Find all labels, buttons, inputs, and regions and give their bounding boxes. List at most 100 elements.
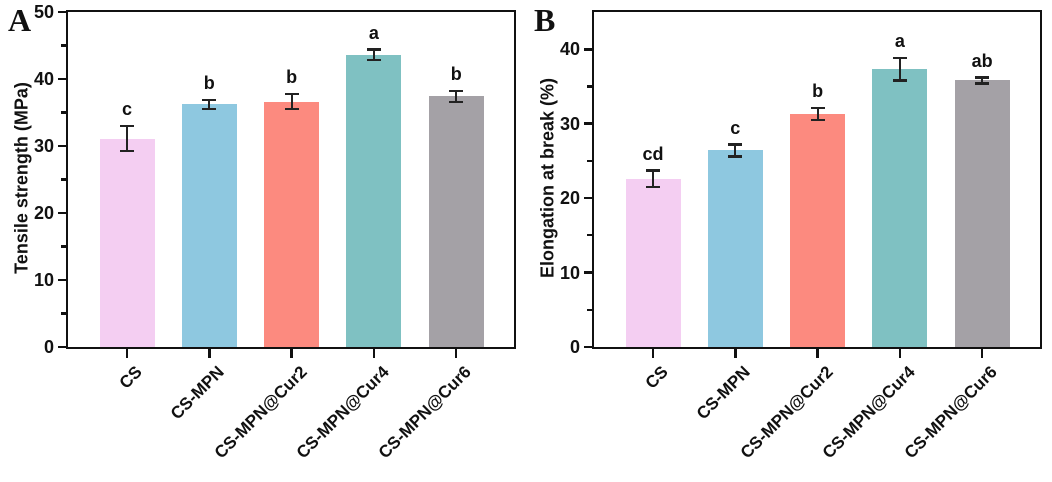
bar-CS-MPN@Cur4 bbox=[872, 69, 928, 347]
significance-letter: b bbox=[812, 81, 824, 102]
y-minor-tick bbox=[587, 308, 594, 311]
y-tick-label: 20 bbox=[33, 203, 54, 223]
x-tick bbox=[734, 347, 737, 358]
error-bar-cap-top bbox=[646, 169, 660, 172]
x-tick bbox=[290, 347, 293, 358]
y-axis-title-a: Tensile strength (MPa) bbox=[11, 82, 32, 274]
error-bar-line bbox=[125, 125, 129, 152]
error-bar-cap-bottom bbox=[975, 82, 990, 85]
error-bar-line bbox=[816, 108, 819, 120]
y-major-tick bbox=[584, 196, 594, 200]
error-bar-cap-top bbox=[810, 106, 825, 110]
bar-CS-MPN@Cur6 bbox=[428, 96, 484, 347]
plot-area-a: 0 10 20 30 40 50 c CS b CS-MPN b CS-MPN@Cur2 a CS-MPN… bbox=[34, 2, 516, 462]
error-bar-cap-bottom bbox=[449, 100, 464, 103]
x-tick bbox=[208, 347, 211, 358]
error-bar-cap-top bbox=[120, 124, 134, 127]
y-major-tick bbox=[584, 271, 594, 274]
error-bar-line bbox=[651, 170, 655, 187]
x-tick bbox=[898, 347, 902, 358]
y-minor-tick bbox=[61, 312, 68, 315]
x-category-label: CS-MPN bbox=[693, 362, 755, 424]
significance-letter: a bbox=[368, 22, 379, 43]
error-bar-cap-top bbox=[449, 89, 464, 93]
y-major-tick bbox=[58, 278, 68, 282]
bar-CS-MPN@Cur4 bbox=[346, 54, 402, 347]
y-axis-title-b: Elongation at break (%) bbox=[537, 77, 558, 279]
significance-letter: b bbox=[286, 67, 298, 88]
error-bar-line bbox=[372, 49, 375, 61]
panel-b: B Elongation at break (%) 0 10 20 30 40 cd CS c… bbox=[526, 0, 1052, 482]
bar-CS-MPN bbox=[707, 150, 763, 347]
bar-CS-MPN@Cur2 bbox=[790, 113, 846, 347]
x-tick bbox=[980, 347, 984, 358]
error-bar-cap-top bbox=[975, 76, 990, 79]
bar-CS-MPN bbox=[181, 104, 237, 347]
error-bar-cap-bottom bbox=[202, 108, 217, 111]
y-minor-tick bbox=[587, 85, 594, 88]
error-bar-cap-bottom bbox=[810, 118, 825, 122]
x-tick bbox=[454, 347, 458, 358]
error-bar-cap-bottom bbox=[120, 150, 134, 153]
y-minor-tick bbox=[587, 159, 594, 162]
y-tick-label: 30 bbox=[559, 113, 580, 134]
panel-label-a: A bbox=[8, 2, 32, 38]
error-bar-cap-top bbox=[202, 98, 217, 101]
y-tick-label: 40 bbox=[559, 39, 580, 60]
panel-label-b: B bbox=[534, 2, 556, 38]
x-tick bbox=[372, 347, 376, 358]
error-bar-cap-bottom bbox=[284, 108, 299, 111]
y-tick-label: 50 bbox=[33, 2, 54, 22]
error-bar-line bbox=[981, 77, 984, 84]
y-minor-tick bbox=[587, 234, 594, 237]
error-bar-line bbox=[734, 144, 737, 157]
y-major-tick bbox=[584, 345, 594, 349]
y-tick-label: 40 bbox=[33, 69, 54, 89]
y-major-tick bbox=[584, 122, 594, 125]
panel-a: A Tensile strength (MPa) 0 10 20 30 40 50 c CS b… bbox=[8, 2, 516, 462]
x-tick bbox=[125, 347, 129, 358]
x-category-label: CS bbox=[115, 362, 146, 393]
bar-CS bbox=[625, 178, 681, 347]
error-bar-cap-top bbox=[366, 48, 381, 51]
y-major-tick bbox=[58, 211, 68, 215]
bar-CS-MPN@Cur2 bbox=[264, 101, 320, 347]
significance-letter: b bbox=[450, 64, 462, 85]
x-tick bbox=[816, 347, 819, 358]
x-category-label: CS-MPN bbox=[167, 362, 229, 424]
y-tick-label: 10 bbox=[33, 270, 54, 290]
y-major-tick bbox=[584, 47, 594, 51]
y-tick-label: 30 bbox=[33, 136, 54, 156]
error-bar-cap-bottom bbox=[892, 79, 907, 82]
error-bar-cap-top bbox=[284, 93, 299, 96]
significance-letter: c bbox=[730, 117, 741, 138]
error-bar-cap-bottom bbox=[646, 185, 660, 189]
y-minor-tick bbox=[61, 44, 68, 47]
y-minor-tick bbox=[61, 245, 68, 248]
significance-letter: ab bbox=[971, 50, 993, 71]
error-bar-line bbox=[455, 91, 458, 102]
y-major-tick bbox=[58, 77, 68, 81]
y-major-tick bbox=[58, 144, 68, 148]
error-bar-line bbox=[290, 94, 293, 110]
plot-area-b: 0 10 20 30 40 cd CS c CS-MPN b CS-MPN@Cur2 a CS-MPN@… bbox=[560, 10, 1042, 462]
y-minor-tick bbox=[61, 178, 68, 181]
bar-CS-MPN@Cur6 bbox=[954, 80, 1010, 347]
error-bar-cap-bottom bbox=[728, 155, 743, 158]
x-tick bbox=[651, 347, 655, 358]
error-bar-line bbox=[208, 99, 211, 110]
x-category-label: CS bbox=[641, 362, 672, 393]
error-bar-cap-top bbox=[728, 143, 743, 146]
y-tick-label: 0 bbox=[569, 337, 580, 357]
error-bar-cap-bottom bbox=[366, 59, 381, 62]
y-tick-label: 20 bbox=[559, 188, 580, 209]
significance-letter: c bbox=[121, 98, 132, 119]
error-bar-cap-top bbox=[892, 57, 907, 60]
y-minor-tick bbox=[61, 111, 68, 114]
significance-letter: b bbox=[203, 72, 215, 93]
y-tick-label: 10 bbox=[559, 262, 580, 283]
significance-letter: cd bbox=[642, 143, 664, 164]
y-major-tick bbox=[58, 345, 68, 349]
bar-CS bbox=[99, 138, 155, 347]
